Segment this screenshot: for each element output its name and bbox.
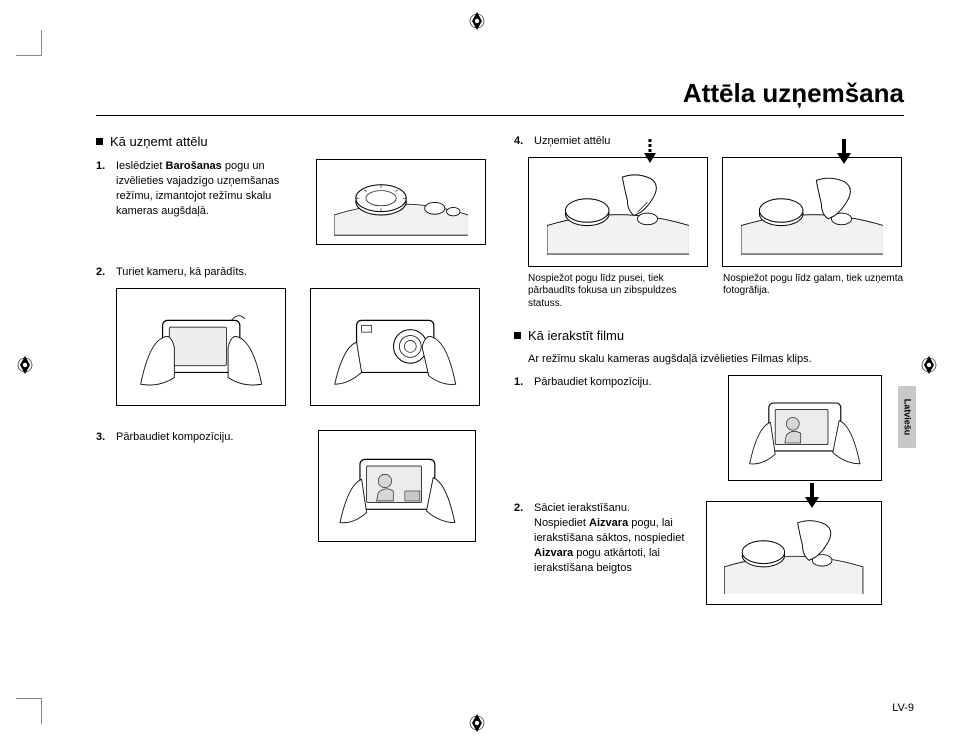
- step-number: 2.: [514, 501, 528, 575]
- crop-mark-top-left: [16, 30, 42, 56]
- step-text: Pārbaudiet kompozīciju.: [534, 375, 714, 390]
- square-bullet-icon: [96, 138, 103, 145]
- caption-full-press: Nospiežot pogu līdz galam, tiek uzņemta …: [723, 273, 904, 311]
- figure-film-record: [706, 501, 882, 605]
- registration-mark-icon: [920, 356, 938, 374]
- section-heading-capture: Kā uzņemt attēlu: [96, 134, 486, 149]
- right-column: 4. Uzņemiet attēlu: [514, 134, 904, 605]
- step-number: 4.: [514, 134, 528, 149]
- registration-mark-icon: [468, 12, 486, 30]
- figure-hold-front: [310, 288, 480, 406]
- registration-mark-icon: [468, 714, 486, 732]
- figure-mode-dial: [316, 159, 486, 245]
- step-text: Ieslēdziet Barošanas pogu un izvēlieties…: [116, 159, 302, 218]
- figure-full-press: [722, 157, 902, 267]
- film-step-1: 1. Pārbaudiet kompozīciju.: [514, 375, 714, 390]
- figure-compose: [318, 430, 476, 542]
- step-text: Pārbaudiet kompozīciju.: [116, 430, 304, 445]
- step-number: 1.: [514, 375, 528, 390]
- figure-hold-back: [116, 288, 286, 406]
- section-intro: Ar režīmu skalu kameras augšdaļā izvēlie…: [528, 353, 904, 365]
- step-3: 3. Pārbaudiet kompozīciju.: [96, 430, 304, 445]
- crop-mark-bottom-left: [16, 698, 42, 724]
- figure-half-press: [528, 157, 708, 267]
- page-number: LV-9: [892, 702, 914, 714]
- step-number: 2.: [96, 265, 110, 280]
- section-title: Kā ierakstīt filmu: [528, 328, 624, 343]
- page-content: Attēla uzņemšana Kā uzņemt attēlu 1. Ies…: [96, 78, 904, 684]
- figure-film-compose: [728, 375, 882, 481]
- section-heading-film: Kā ierakstīt filmu: [514, 328, 904, 343]
- step-text: Turiet kameru, kā parādīts.: [116, 265, 486, 280]
- square-bullet-icon: [514, 332, 521, 339]
- step-1: 1. Ieslēdziet Barošanas pogu un izvēliet…: [96, 159, 302, 218]
- step-number: 3.: [96, 430, 110, 445]
- section-title: Kā uzņemt attēlu: [110, 134, 208, 149]
- film-step-2: 2. Sāciet ierakstīšanu. Nospiediet Aizva…: [514, 501, 692, 575]
- arrow-down-dashed-icon: [642, 139, 658, 165]
- arrow-down-solid-icon: [804, 483, 820, 509]
- step-2: 2. Turiet kameru, kā parādīts.: [96, 265, 486, 280]
- arrow-down-solid-icon: [836, 139, 852, 165]
- caption-half-press: Nospiežot pogu līdz pusei, tiek pārbaudī…: [528, 273, 709, 311]
- registration-mark-icon: [16, 356, 34, 374]
- page-title: Attēla uzņemšana: [96, 78, 904, 116]
- left-column: Kā uzņemt attēlu 1. Ieslēdziet Barošanas…: [96, 134, 486, 605]
- step-text: Sāciet ierakstīšanu. Nospiediet Aizvara …: [534, 501, 692, 575]
- step-number: 1.: [96, 159, 110, 218]
